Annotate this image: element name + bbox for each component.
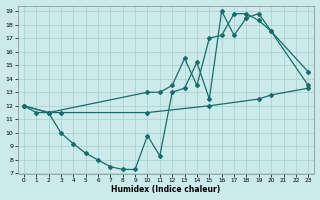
X-axis label: Humidex (Indice chaleur): Humidex (Indice chaleur): [111, 185, 221, 194]
